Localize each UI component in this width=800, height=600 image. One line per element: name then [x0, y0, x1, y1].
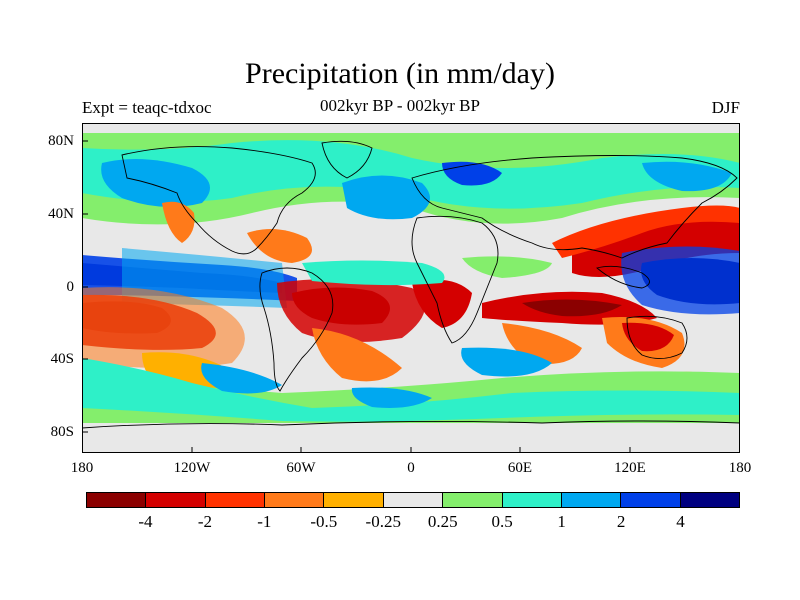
west-pacific-blue	[621, 246, 740, 315]
colorbar-box	[383, 493, 444, 507]
colorbar-box	[265, 493, 325, 507]
colorbar-label: 1	[557, 512, 566, 531]
colorbar-box	[87, 493, 147, 507]
colorbar-box	[205, 493, 266, 507]
colorbar-box	[324, 493, 384, 507]
colorbar-label: -0.25	[365, 512, 401, 531]
australia-coast	[626, 315, 688, 359]
colorbar-label: 4	[676, 512, 685, 531]
colorbar-box	[502, 493, 562, 507]
period-label: 002kyr BP - 002kyr BP	[320, 96, 480, 115]
lat-label-80s: 80S	[50, 424, 74, 440]
colorbar-label: 0.25	[427, 512, 458, 531]
south-america-coast	[259, 267, 334, 392]
north-america-coast	[121, 146, 316, 255]
colorbar-label: -2	[197, 512, 212, 531]
colorbar-box	[146, 493, 206, 507]
antarctica-coast	[82, 420, 740, 429]
lon-label-60e: 60E	[507, 460, 533, 476]
n-pacific-orange	[162, 201, 195, 243]
eurasia-coast	[411, 155, 738, 259]
colorbar-label: 0.5	[491, 512, 513, 531]
itcz-cyan	[302, 260, 445, 286]
australia-red	[622, 322, 674, 352]
greenland-coast	[321, 140, 373, 179]
colorbar-box	[621, 493, 681, 507]
map-title: Precipitation (in mm/day)	[245, 57, 555, 90]
colorbar-label: 2	[616, 512, 626, 531]
arctic-cyan-band	[82, 140, 740, 209]
indian-ocean-dark	[522, 299, 622, 317]
southern-blue-3	[351, 387, 432, 408]
experiment-label: Expt = teaqc-tdxoc	[82, 98, 212, 117]
coastlines	[82, 140, 740, 429]
siberia-blue	[642, 161, 732, 192]
colorbar-box	[443, 493, 503, 507]
west-pacific-red	[572, 218, 740, 277]
caribbean-orange	[247, 229, 312, 263]
map-ticks	[82, 140, 631, 453]
lat-label-40s: 40S	[50, 351, 74, 367]
southern-cyan-band	[82, 358, 740, 422]
lon-label-60w: 60W	[286, 460, 316, 476]
s-atlantic-red	[277, 279, 425, 342]
north-pacific-blue	[101, 159, 210, 207]
precipitation-map	[82, 123, 740, 453]
africa-coast	[411, 215, 499, 344]
antarctic-gray	[82, 423, 740, 453]
colorbar-label: -4	[138, 512, 153, 531]
s-atlantic-orange	[312, 328, 402, 382]
colorbar	[86, 492, 740, 508]
maritime-continent-coast	[596, 265, 650, 289]
itcz-green	[462, 256, 552, 278]
lon-label-180-right: 180	[728, 460, 752, 476]
colorbar-label: -1	[257, 512, 272, 531]
s-pacific-orange	[82, 287, 245, 368]
north-atlantic-blue	[342, 175, 430, 220]
lon-label-180-left: 180	[70, 460, 94, 476]
season-label: DJF	[711, 98, 740, 117]
lon-label-120e: 120E	[614, 460, 646, 476]
colorbar-label: -0.5	[310, 512, 338, 531]
southern-blue-1	[201, 363, 282, 394]
lon-label-120w: 120W	[173, 460, 211, 476]
west-pacific-orange	[552, 205, 740, 258]
lon-label-0: 0	[407, 460, 415, 476]
lat-label-40n: 40N	[48, 206, 74, 222]
colorbar-box	[680, 493, 739, 507]
southern-blue-2	[461, 347, 552, 377]
africa-red	[412, 279, 472, 328]
colorbar-box	[561, 493, 622, 507]
lat-label-80n: 80N	[48, 133, 74, 149]
lat-label-0: 0	[66, 279, 75, 295]
